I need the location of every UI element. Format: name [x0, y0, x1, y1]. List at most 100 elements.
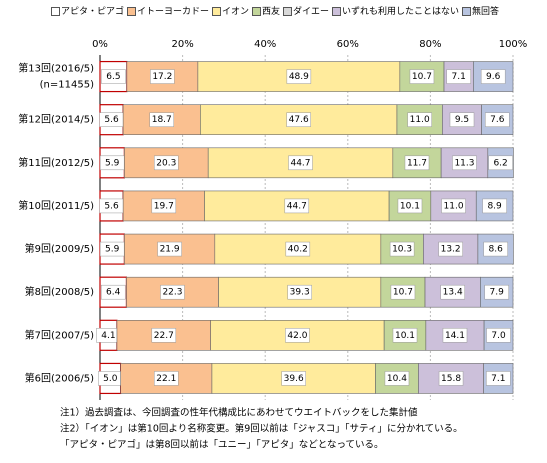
legend-swatch [252, 7, 262, 16]
label-box [149, 112, 174, 127]
label-box [287, 284, 312, 300]
y-tick-label: 第11回(2012/5) [18, 156, 94, 169]
legend: アピタ・ピアゴ イトーヨーカドー イオン 西友 ダイエー いずれも利用したことはない 無回答 [0, 4, 547, 17]
label-box [442, 328, 468, 343]
bar-segment [126, 61, 199, 92]
label-box [389, 241, 415, 257]
value-label: 8.9 [487, 201, 502, 211]
value-label: 6.4 [106, 288, 121, 298]
legend-label: イトーヨーカドー [137, 7, 210, 17]
y-tick-label: 第9回(2009/5) [25, 242, 94, 255]
value-label: 7.6 [490, 115, 505, 125]
value-label: 21.9 [160, 245, 180, 255]
value-label: 10.1 [395, 331, 415, 341]
value-label: 10.1 [400, 201, 420, 211]
value-label: 11.0 [410, 115, 430, 125]
label-box [486, 371, 511, 386]
label-box [285, 328, 310, 343]
x-tick-label: 80% [419, 39, 441, 50]
label-box [446, 69, 471, 84]
label-box [151, 328, 177, 343]
value-label: 44.7 [287, 201, 307, 211]
value-label: 5.0 [103, 374, 118, 384]
y-tick-label: 第8回(2008/5) [25, 285, 94, 298]
value-label: 15.8 [441, 374, 461, 384]
value-label: 17.2 [152, 72, 172, 82]
value-label: 44.7 [290, 158, 310, 168]
value-label: 40.2 [288, 245, 308, 255]
x-tick-label: 20% [171, 39, 193, 50]
label-box [397, 198, 423, 214]
legend-swatch [212, 7, 222, 16]
legend-swatch [50, 7, 60, 16]
label-box [480, 69, 506, 84]
value-label: 13.2 [441, 245, 461, 255]
label-box [160, 284, 185, 300]
label-box [150, 69, 175, 84]
legend-label: 西友 [262, 7, 281, 17]
legend-item: イオン [209, 4, 249, 17]
value-label: 7.1 [491, 374, 505, 384]
y-tick-label: 第12回(2014/5) [18, 113, 94, 126]
value-label: 22.7 [154, 331, 174, 341]
label-box [486, 328, 511, 343]
x-tick-label: 100% [499, 39, 528, 50]
legend-swatch [283, 7, 293, 16]
label-box [157, 241, 182, 257]
label-box [482, 198, 507, 214]
value-label: 8.6 [488, 245, 503, 255]
value-label: 5.9 [105, 245, 120, 255]
label-box [452, 155, 477, 171]
footnote: 「アピタ・ピアゴ」は第8回以前は「ユニー」「アピタ」などとなっている。 [60, 439, 384, 451]
legend-item: いずれも利用したことはない [329, 4, 459, 17]
label-box [286, 69, 312, 84]
value-label: 6.5 [106, 72, 120, 82]
label-box [100, 284, 126, 300]
legend-swatch [331, 7, 341, 16]
value-label: 13.4 [443, 288, 463, 298]
value-label: 39.3 [290, 288, 310, 298]
value-label: 11.0 [444, 201, 464, 211]
label-box [488, 155, 513, 171]
value-label: 39.6 [284, 374, 304, 384]
value-label: 11.3 [454, 158, 474, 168]
y-tick-note: (n=11455) [40, 80, 94, 91]
label-box [154, 371, 179, 386]
value-label: 19.7 [154, 201, 174, 211]
y-tick-label: 第13回(2016/5) [18, 62, 94, 75]
label-box [484, 284, 509, 300]
value-label: 48.9 [289, 72, 309, 82]
label-box [407, 112, 432, 127]
value-label: 9.6 [486, 72, 501, 82]
value-label: 7.9 [490, 288, 505, 298]
value-label: 4.1 [101, 331, 115, 341]
bar-segment [126, 276, 219, 308]
label-box [409, 69, 435, 84]
bar-segment [442, 104, 482, 135]
x-tick-label: 60% [337, 39, 359, 50]
label-box [438, 371, 464, 386]
y-tick-label: 第10回(2011/5) [18, 199, 94, 212]
label-box [281, 371, 306, 386]
value-label: 7.0 [491, 331, 506, 341]
x-tick-label: 0% [92, 39, 108, 50]
value-label: 10.7 [393, 288, 413, 298]
label-box [438, 241, 463, 257]
label-box [390, 284, 416, 300]
bar-segment [399, 61, 445, 92]
legend-label: アピタ・ピアゴ [60, 7, 124, 17]
label-box [404, 155, 430, 171]
label-box [485, 112, 510, 127]
value-label: 42.0 [287, 331, 307, 341]
value-label: 22.3 [162, 288, 182, 298]
y-tick-label: 第7回(2007/5) [25, 328, 94, 341]
footnote: 注1）過去調査は、今回調査の性年代構成比にあわせてウエイトバックをした集計値 [60, 407, 418, 419]
value-label: 11.7 [407, 158, 427, 168]
label-box [151, 198, 177, 214]
value-label: 5.6 [104, 115, 119, 125]
legend-label: いずれも利用したことはない [341, 7, 459, 17]
label-box [286, 112, 311, 127]
legend-label: イオン [222, 7, 250, 17]
value-label: 14.1 [445, 331, 465, 341]
